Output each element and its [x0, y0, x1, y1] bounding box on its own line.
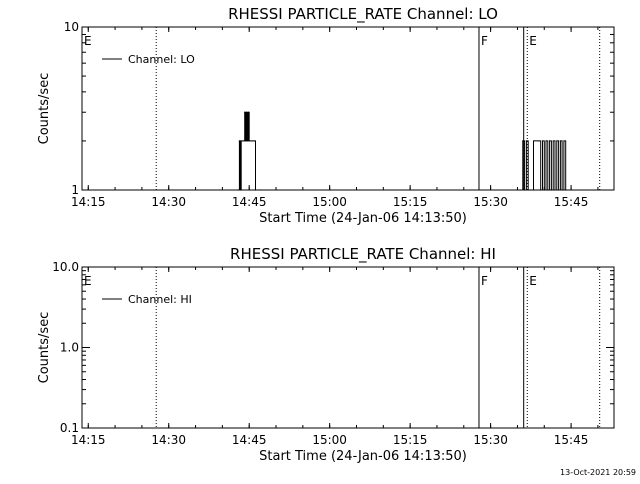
lo-marker-label: F: [481, 34, 488, 48]
lo-data-point: [561, 189, 563, 191]
lo-data-point: [525, 140, 527, 142]
lo-data-point: [244, 111, 246, 113]
lo-data-point: [241, 140, 243, 142]
hi-x-tick-label: 15:45: [554, 433, 589, 447]
hi-chart-title: RHESSI PARTICLE_RATE Channel: HI: [230, 245, 496, 264]
hi-y-tick-label: 10.0: [52, 260, 79, 274]
hi-x-axis-label: Start Time (24-Jan-06 14:13:50): [259, 449, 467, 464]
hi-marker-label: E: [529, 274, 537, 288]
lo-data-point: [545, 140, 547, 142]
lo-series-line-1: [520, 140, 567, 191]
lo-data-point: [550, 189, 553, 191]
hi-y-tick-label: 1.0: [60, 341, 79, 355]
lo-data-point: [238, 140, 240, 142]
lo-data-point: [253, 140, 256, 142]
lo-x-tick-label: 15:30: [473, 195, 508, 209]
lo-data-point: [522, 140, 524, 142]
lo-data-point: [519, 189, 521, 191]
lo-x-tick-label: 14:45: [232, 195, 267, 209]
lo-x-tick-label: 14:15: [71, 195, 106, 209]
lo-data-point: [523, 189, 526, 191]
lo-data-point: [559, 140, 561, 142]
lo-marker-label: E: [84, 34, 92, 48]
lo-data-point: [538, 140, 540, 142]
lo-data-point: [250, 140, 252, 142]
hi-x-tick-label: 15:15: [393, 433, 428, 447]
lo-x-tick-label: 15:15: [393, 195, 428, 209]
lo-data-point: [246, 140, 249, 142]
lo-data-point: [245, 111, 248, 113]
lo-data-point: [239, 189, 241, 191]
lo-y-tick-label: 1: [71, 183, 79, 197]
lo-data-point: [552, 140, 554, 142]
lo-x-tick-label: 14:30: [151, 195, 186, 209]
hi-x-tick-label: 15:00: [312, 433, 347, 447]
lo-data-point: [527, 189, 529, 191]
lo-data-point: [530, 189, 532, 191]
lo-data-point: [243, 140, 245, 142]
lo-data-point: [248, 140, 250, 142]
hi-marker-label: E: [84, 274, 92, 288]
hi-x-tick-label: 14:30: [151, 433, 186, 447]
lo-data-point: [259, 189, 261, 191]
lo-data-point: [254, 189, 257, 191]
lo-legend-entry: Channel: LO: [128, 53, 195, 66]
lo-data-point: [565, 189, 567, 191]
lo-data-point: [540, 189, 542, 191]
hi-x-tick-label: 14:15: [71, 433, 106, 447]
hi-plot-frame: [81, 266, 615, 429]
lo-data-point: [543, 189, 545, 191]
lo-x-tick-label: 15:00: [312, 195, 347, 209]
lo-y-tick-label: 10: [64, 20, 79, 34]
lo-marker-label: E: [529, 34, 537, 48]
lo-data-point: [554, 189, 556, 191]
lo-x-tick-label: 15:45: [554, 195, 589, 209]
hi-x-tick-label: 15:30: [473, 433, 508, 447]
hi-marker-label: F: [481, 274, 488, 288]
hi-y-tick-label: 0.1: [60, 421, 79, 435]
lo-data-point: [247, 111, 249, 113]
lo-data-point: [245, 140, 247, 142]
hi-x-tick-label: 14:45: [232, 433, 267, 447]
lo-data-point: [541, 140, 544, 142]
lo-series-line-0: [238, 111, 260, 191]
lo-plot-frame: [81, 26, 615, 191]
lo-data-point: [563, 140, 565, 142]
footer-timestamp: 13-Oct-2021 20:59: [560, 468, 636, 477]
lo-x-axis-label: Start Time (24-Jan-06 14:13:50): [259, 211, 467, 226]
lo-chart-title: RHESSI PARTICLE_RATE Channel: LO: [228, 5, 498, 24]
lo-data-point: [549, 140, 551, 142]
lo-y-axis-label: Counts/sec: [37, 73, 52, 145]
hi-legend-entry: Channel: HI: [128, 293, 192, 306]
lo-data-point: [252, 140, 254, 142]
hi-y-axis-label: Counts/sec: [37, 312, 52, 384]
lo-data-point: [556, 140, 558, 142]
lo-data-point: [240, 140, 242, 142]
lo-data-point: [532, 140, 535, 142]
lo-data-point: [547, 189, 549, 191]
lo-data-point: [557, 189, 560, 191]
lo-data-point: [237, 189, 240, 191]
